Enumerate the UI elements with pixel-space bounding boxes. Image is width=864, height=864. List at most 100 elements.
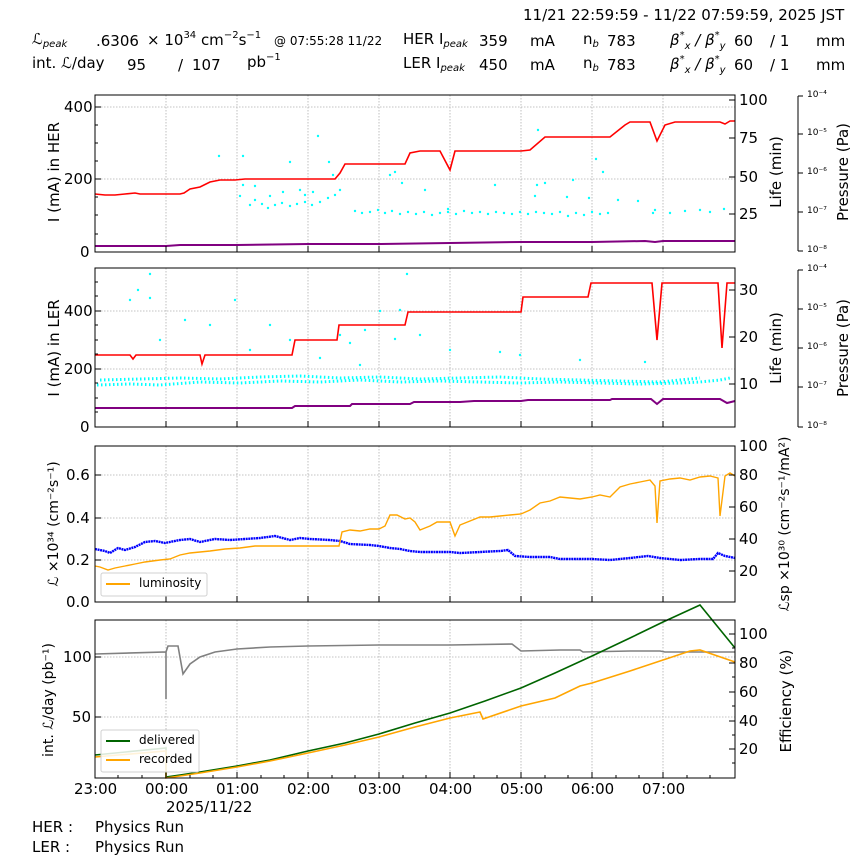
her-life-label: Life (min) (767, 136, 785, 208)
her-ipeak-label: HER Ipeak (403, 30, 468, 50)
int-lumi-sep: / (178, 56, 184, 74)
xtick-0600: 06:00 (571, 780, 615, 798)
luminosity-panel (94, 445, 736, 603)
ler-ptick-4: 10⁻⁴ (807, 264, 827, 274)
xtick-0000: 00:00 (145, 780, 189, 798)
ler-lifetime-scatter (96, 374, 731, 387)
lpeak-label: ℒpeak (32, 30, 68, 50)
eff-ylabel: Efficiency (%) (777, 649, 795, 753)
ler-status-value: Physics Run (95, 838, 185, 856)
int-lumi-delivered: 95 (127, 56, 147, 74)
ler-ipeak-unit: mA (530, 56, 555, 74)
her-status-value: Physics Run (95, 818, 185, 836)
lpeak-sub: peak (42, 39, 68, 50)
xtick-0500: 05:00 (500, 780, 544, 798)
lumi-sp-ylabel: ℒsp ×10³⁰ (cm⁻²s⁻¹/mA²) (777, 436, 793, 612)
eff-rtick-40: 40 (739, 712, 759, 730)
xtick-2300: 23:00 (74, 780, 118, 798)
luminosity-line (94, 472, 736, 571)
ler-ptick-1: 10⁻⁷ (807, 381, 827, 391)
eff-rtick-80: 80 (739, 654, 759, 672)
xtick-0700: 07:00 (642, 780, 686, 798)
efficiency-line (94, 643, 735, 699)
lumi-rtick-40: 40 (739, 530, 759, 548)
her-rtick-50: 50 (739, 168, 759, 186)
ler-current-line (95, 282, 735, 367)
her-ytick-0: 0 (80, 243, 90, 261)
ler-rtick-30: 30 (739, 281, 759, 299)
int-ytick-100: 100 (63, 648, 92, 666)
luminosity-legend (100, 572, 208, 597)
her-rtick-75: 75 (739, 129, 759, 147)
int-lumi-unit: pb−1 (247, 52, 281, 71)
lumi-ytick-0.0: 0.0 (66, 593, 90, 611)
ler-ylabel: I (mA) in LER (45, 299, 63, 397)
her-frame (94, 94, 736, 253)
ler-pressure-label: Pressure (Pa) (834, 298, 852, 398)
int-ylabel: int. ℒ/day (pb⁻¹) (41, 643, 57, 757)
recorded-line (94, 649, 736, 779)
lumi-rtick-20: 20 (739, 562, 759, 580)
lumi-ytick-0.4: 0.4 (66, 509, 90, 527)
her-ptick-2: 10⁻⁶ (807, 167, 827, 177)
her-ipeak-unit: mA (530, 32, 555, 50)
her-ticks (95, 99, 735, 253)
lumi-ytick-0.6: 0.6 (66, 466, 90, 484)
her-ptick-0: 10⁻⁸ (807, 245, 827, 255)
ler-panel (94, 267, 803, 428)
eff-rtick-100: 100 (739, 625, 768, 643)
recorded-legend-label: recorded (139, 752, 193, 766)
luminosity-legend-label: luminosity (139, 576, 202, 590)
her-nb-value: 783 (607, 32, 636, 50)
xtick-0300: 03:00 (358, 780, 402, 798)
her-rtick-100: 100 (739, 91, 768, 109)
lumi-ytick-0.2: 0.2 (66, 551, 90, 569)
her-beta-label: β*x / β*y (670, 30, 726, 52)
her-pressure-axis (797, 95, 803, 252)
time-range: 11/21 22:59:59 - 11/22 07:59:59, 2025 JS… (523, 6, 845, 24)
her-ptick-1: 10⁻⁷ (807, 206, 827, 216)
her-beta-unit: mm (816, 32, 846, 50)
int-ytick-50: 50 (72, 708, 92, 726)
ler-beta-label: β*x / β*y (670, 54, 726, 76)
ler-beta-x: 60 (734, 56, 754, 74)
integrated-panel (94, 604, 736, 779)
xtick-0200: 02:00 (287, 780, 331, 798)
ler-ptick-2: 10⁻⁶ (807, 342, 827, 352)
ler-nb-value: 783 (607, 56, 636, 74)
delivered-line (94, 604, 736, 778)
her-ptick-3: 10⁻⁵ (807, 128, 827, 138)
lumi-rtick-60: 60 (739, 498, 759, 516)
her-ipeak-value: 359 (479, 32, 508, 50)
her-beta-y: / 1 (770, 32, 790, 50)
ler-nb-label: nb (583, 54, 599, 74)
ler-life-label: Life (min) (767, 312, 785, 384)
ler-pressure-line (95, 398, 736, 409)
her-ptick-4: 10⁻⁴ (807, 90, 827, 100)
lumi-rtick-100: 100 (739, 437, 768, 455)
lpeak-unit: × 1034 cm−2s−1 (147, 30, 262, 49)
ler-ytick-200: 200 (64, 360, 93, 378)
eff-rtick-20: 20 (739, 740, 759, 758)
her-pressure-label: Pressure (Pa) (834, 122, 852, 222)
her-grid (95, 95, 735, 252)
ler-rtick-20: 20 (739, 328, 759, 346)
lumi-rtick-80: 80 (739, 466, 759, 484)
int-lumi-label: int. ℒ/day (32, 54, 105, 72)
her-current-line (94, 120, 735, 196)
her-status-label: HER : (32, 818, 74, 836)
her-nb-label: nb (583, 30, 599, 50)
xtick-0400: 04:00 (429, 780, 473, 798)
lumi-ylabel: ℒ ×10³⁴ (cm⁻²s⁻¹) (46, 461, 62, 587)
lpeak-time: @ 07:55:28 11/22 (274, 34, 383, 48)
specific-luminosity-line (94, 534, 736, 562)
ler-ipeak-label: LER Ipeak (403, 54, 465, 74)
ler-ptick-0: 10⁻⁸ (807, 421, 827, 431)
her-rtick-25: 25 (739, 205, 759, 223)
int-lumi-total: 107 (192, 56, 221, 74)
ler-ytick-400: 400 (64, 302, 93, 320)
her-ytick-400: 400 (64, 98, 93, 116)
ler-ipeak-value: 450 (479, 56, 508, 74)
eff-rtick-60: 60 (739, 683, 759, 701)
her-panel (94, 94, 803, 253)
